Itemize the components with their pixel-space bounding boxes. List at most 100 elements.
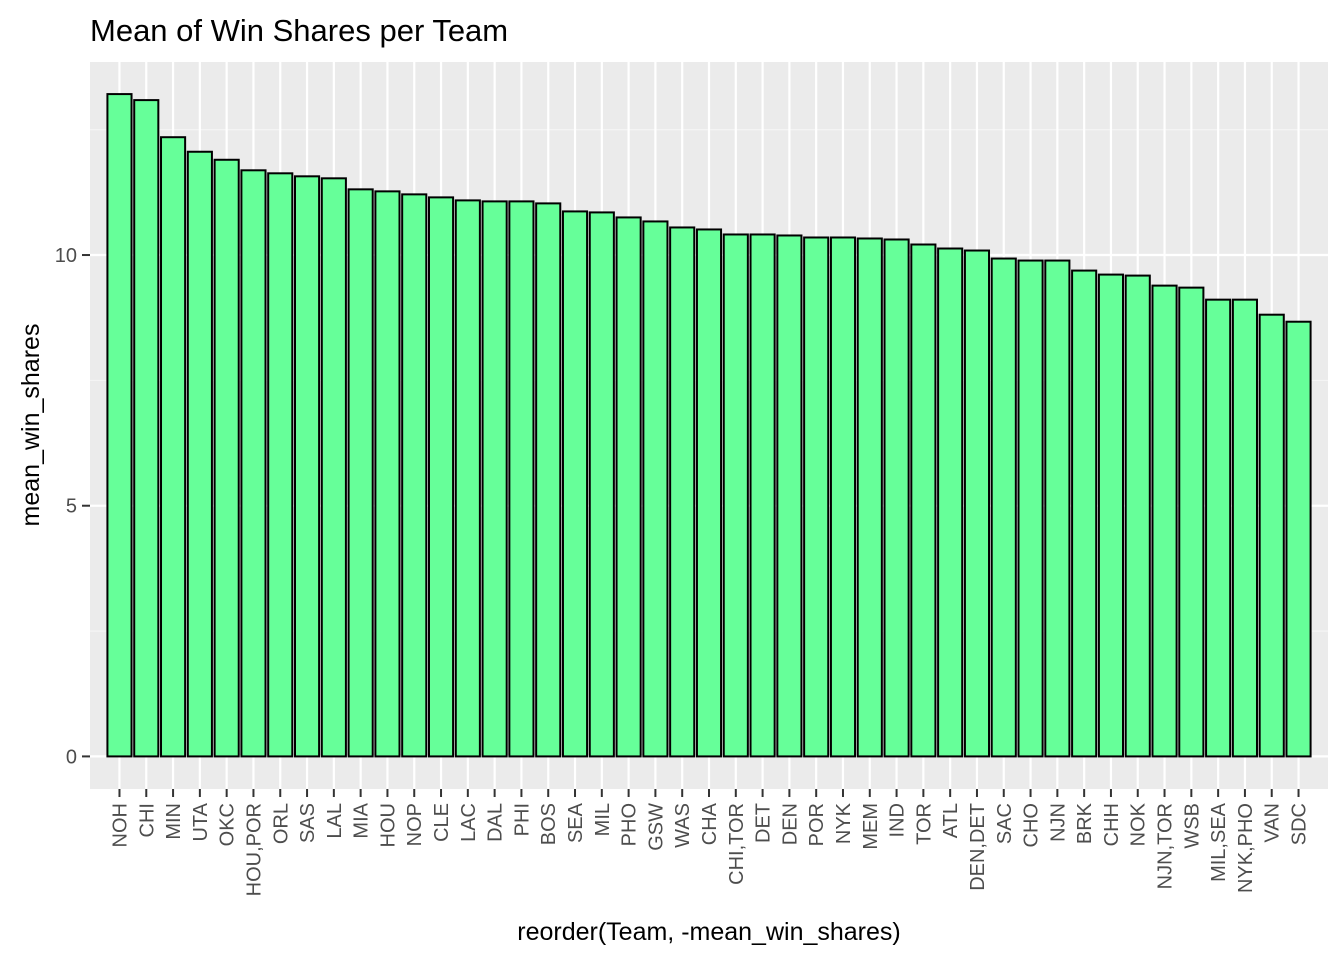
- x-tick-label: CHO: [1021, 803, 1043, 847]
- x-tick-label: WSB: [1181, 803, 1203, 849]
- x-tick-label: DEN: [779, 803, 801, 845]
- bar-bos: [535, 202, 562, 758]
- x-tick-label: CHI: [136, 803, 158, 837]
- x-tick-label: DAL: [485, 803, 507, 842]
- x-tick-label: CHI,TOR: [726, 803, 748, 885]
- x-tick-label: BRK: [1074, 802, 1096, 844]
- x-tick-label: MIA: [351, 802, 373, 838]
- x-tick-label: HOU: [377, 803, 399, 847]
- bar-chi: [133, 99, 160, 758]
- bar-mil: [588, 211, 615, 758]
- x-tick-label: DET: [753, 803, 775, 843]
- bar-det: [749, 233, 776, 758]
- bar-sdc: [1285, 320, 1312, 758]
- bar-hou: [374, 190, 401, 758]
- bar-chi-tor: [722, 233, 749, 758]
- bar-mem: [856, 237, 883, 758]
- x-tick-label: BOS: [538, 803, 560, 845]
- x-tick-label: HOU,POR: [243, 803, 265, 896]
- bar-dal: [481, 200, 508, 758]
- bar-hou-por: [240, 169, 267, 758]
- chart-title: Mean of Win Shares per Team: [90, 13, 508, 48]
- bar-lal: [320, 177, 347, 758]
- x-axis-title: reorder(Team, -mean_win_shares): [517, 918, 900, 946]
- bar-sac: [990, 257, 1017, 758]
- bar-cha: [695, 228, 723, 758]
- y-tick-label: 5: [66, 496, 77, 518]
- bars: [106, 93, 1312, 758]
- bar-wsb: [1178, 286, 1205, 758]
- x-tick-label: MEM: [860, 803, 882, 850]
- bar-nyk-pho: [1231, 298, 1258, 758]
- x-tick-label: OKC: [217, 803, 239, 846]
- x-tick-label: PHO: [619, 803, 641, 846]
- bar-den: [776, 234, 803, 758]
- x-tick-label: MIN: [163, 803, 185, 840]
- x-tick-label: NOH: [109, 803, 131, 847]
- y-tick-label: 0: [66, 746, 77, 768]
- x-tick-label: UTA: [190, 802, 212, 841]
- bar-min: [160, 136, 187, 758]
- bar-noh: [106, 93, 133, 758]
- bar-njn: [1044, 259, 1071, 758]
- x-tick-label: WAS: [672, 803, 694, 848]
- x-tick-label: VAN: [1262, 803, 1284, 843]
- bar-uta: [186, 150, 213, 758]
- bar-pho: [615, 216, 642, 758]
- bar-nok: [1124, 274, 1151, 758]
- x-tick-label: NYK: [833, 802, 855, 844]
- x-tick-label: MIL,SEA: [1208, 802, 1230, 882]
- y-tick-label: 10: [55, 245, 77, 267]
- bar-lac: [454, 199, 481, 758]
- x-tick-label: IND: [887, 803, 909, 837]
- bar-cle: [427, 196, 455, 758]
- x-tick-label: MIL: [592, 803, 614, 836]
- bar-was: [669, 226, 696, 758]
- bar-mil-sea: [1205, 298, 1232, 758]
- x-tick-label: SAC: [994, 803, 1016, 844]
- bar-atl: [937, 247, 964, 758]
- x-tick-label: NJN: [1047, 803, 1069, 842]
- bar-mia: [347, 188, 374, 758]
- x-tick-label: PHI: [511, 803, 533, 836]
- x-axis: NOH CHI MIN UTA OKC HOU,POR ORL SAS LAL MIA HOU NOP…: [109, 789, 1311, 896]
- bar-njn-tor: [1151, 284, 1178, 758]
- bar-gsw: [642, 220, 669, 758]
- x-tick-label: ATL: [940, 803, 962, 838]
- bar-van: [1258, 313, 1285, 758]
- x-tick-label: LAC: [458, 803, 480, 842]
- y-axis: 0 5 10: [55, 245, 90, 768]
- x-tick-label: LAL: [324, 803, 346, 839]
- x-tick-label: CHA: [699, 802, 721, 845]
- bar-den-det: [963, 249, 991, 758]
- x-tick-label: DEN,DET: [967, 803, 989, 891]
- x-tick-label: NYK,PHO: [1235, 803, 1257, 893]
- bar-sas: [293, 175, 321, 758]
- x-tick-label: ORL: [270, 803, 292, 844]
- x-tick-label: SAS: [297, 803, 319, 843]
- x-tick-label: NOP: [404, 803, 426, 846]
- bar-chh: [1097, 273, 1125, 758]
- x-tick-label: SEA: [565, 802, 587, 843]
- x-tick-label: CLE: [431, 803, 453, 842]
- bar-nop: [401, 193, 428, 758]
- x-tick-label: SDC: [1289, 803, 1311, 845]
- x-tick-label: POR: [806, 803, 828, 846]
- x-tick-label: CHH: [1101, 803, 1123, 846]
- x-tick-label: NJN,TOR: [1155, 803, 1177, 889]
- y-axis-title: mean_win_shares: [17, 324, 45, 527]
- x-tick-label: TOR: [913, 803, 935, 845]
- bar-orl: [267, 172, 294, 758]
- bar-nyk: [829, 236, 857, 758]
- x-tick-label: GSW: [645, 803, 667, 851]
- bar-sea: [561, 210, 589, 758]
- x-tick-label: NOK: [1128, 802, 1150, 846]
- bar-brk: [1071, 269, 1098, 758]
- bar-okc: [213, 158, 240, 758]
- bar-cho: [1017, 259, 1044, 758]
- bar-por: [803, 236, 830, 758]
- bar-tor: [910, 243, 937, 758]
- bar-phi: [508, 200, 535, 758]
- bar-ind: [883, 238, 910, 758]
